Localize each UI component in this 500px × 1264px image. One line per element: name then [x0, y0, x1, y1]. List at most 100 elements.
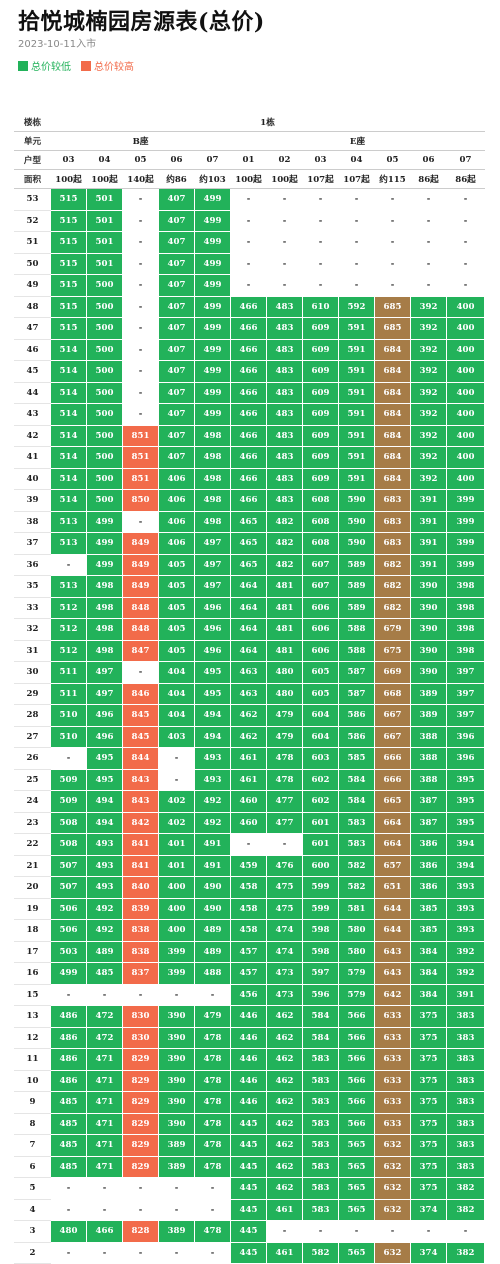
price-cell: 482: [266, 553, 303, 576]
price-cell: 501: [86, 231, 123, 254]
price-cell: 566: [338, 1091, 375, 1114]
table-row: 52 515 501-407 499- - - - - - -: [14, 209, 486, 232]
price-cell: 457: [230, 940, 267, 963]
price-cell: -: [338, 231, 375, 254]
price-cell: 395: [445, 811, 486, 834]
price-cell: 501: [86, 209, 123, 232]
price-cell: 407: [158, 209, 195, 232]
price-cell: 404: [158, 704, 195, 727]
price-cell: -: [158, 1241, 195, 1264]
price-cell: 590: [338, 489, 375, 512]
price-cell: 498: [194, 446, 231, 469]
price-cell: 390: [158, 1026, 195, 1049]
price-cell: 478: [194, 1091, 231, 1114]
price-cell: 499: [86, 532, 123, 555]
floor-label: 22: [14, 833, 51, 856]
type-header: 05: [122, 150, 159, 170]
table-row: 13 486 472 830 390 479 446 462 584 566 633 375 383: [14, 1005, 486, 1028]
price-cell: 506: [50, 897, 87, 920]
price-cell: 446: [230, 1069, 267, 1092]
price-cell: 829: [122, 1048, 159, 1071]
price-cell: 685: [374, 295, 411, 318]
price-cell: 501: [86, 252, 123, 275]
price-cell: -: [338, 252, 375, 275]
price-cell: 496: [194, 618, 231, 641]
price-cell: -: [266, 252, 303, 275]
price-cell: 479: [194, 1005, 231, 1028]
price-cell: -: [374, 252, 411, 275]
price-cell: -: [445, 188, 486, 211]
price-cell: 400: [445, 403, 486, 426]
price-cell: 446: [230, 1026, 267, 1049]
price-cell: 607: [302, 575, 339, 598]
price-cell: 511: [50, 661, 87, 684]
price-cell: 493: [86, 854, 123, 877]
price-cell: 480: [266, 661, 303, 684]
unit-row: 单元 B座 E座: [14, 131, 486, 151]
price-cell: -: [266, 188, 303, 211]
price-cell: -: [266, 1220, 303, 1243]
area-header: 107起: [302, 169, 339, 189]
price-cell: 390: [410, 639, 447, 662]
price-cell: -: [230, 274, 267, 297]
price-cell: 580: [338, 940, 375, 963]
price-cell: 461: [266, 1241, 303, 1264]
table-row: 36-499 849 405 497 465 482 607 589 682 391 399: [14, 553, 486, 576]
price-cell: 495: [86, 747, 123, 770]
price-cell: 851: [122, 467, 159, 490]
price-cell: 483: [266, 381, 303, 404]
price-cell: 500: [86, 317, 123, 340]
area-header: 100起: [50, 169, 87, 189]
price-cell: -: [445, 252, 486, 275]
type-header: 04: [86, 150, 123, 170]
price-cell: 509: [50, 790, 87, 813]
price-cell: -: [194, 1177, 231, 1200]
price-cell: 579: [338, 962, 375, 985]
price-cell: 462: [230, 704, 267, 727]
price-cell: 498: [86, 596, 123, 619]
price-cell: 606: [302, 639, 339, 662]
area-header: 100起: [230, 169, 267, 189]
table-row: 37 513 499 849 406 497 465 482 608 590 683 391 399: [14, 532, 486, 555]
price-cell: -: [50, 983, 87, 1006]
price-cell: 495: [86, 768, 123, 791]
price-cell: 604: [302, 725, 339, 748]
price-cell: 464: [230, 575, 267, 598]
price-cell: 642: [374, 983, 411, 1006]
price-cell: 515: [50, 252, 87, 275]
price-cell: 497: [86, 682, 123, 705]
price-cell: 473: [266, 983, 303, 1006]
floor-label: 27: [14, 725, 51, 748]
price-cell: 506: [50, 919, 87, 942]
price-cell: 493: [194, 768, 231, 791]
price-cell: 458: [230, 919, 267, 942]
price-cell: -: [86, 983, 123, 1006]
price-cell: 851: [122, 446, 159, 469]
price-cell: 583: [302, 1155, 339, 1178]
price-cell: 375: [410, 1069, 447, 1092]
price-cell: 500: [86, 274, 123, 297]
type-label: 户型: [14, 150, 51, 170]
floor-label: 53: [14, 188, 51, 211]
price-cell: 496: [86, 704, 123, 727]
price-cell: 841: [122, 854, 159, 877]
price-cell: 445: [230, 1155, 267, 1178]
price-cell: -: [122, 231, 159, 254]
price-cell: 669: [374, 661, 411, 684]
area-header: 100起: [86, 169, 123, 189]
floor-label: 45: [14, 360, 51, 383]
price-cell: 407: [158, 446, 195, 469]
price-cell: 591: [338, 317, 375, 340]
price-cell: 483: [266, 446, 303, 469]
price-cell: 466: [230, 295, 267, 318]
price-cell: 515: [50, 188, 87, 211]
price-cell: 848: [122, 596, 159, 619]
price-cell: 471: [86, 1134, 123, 1157]
floor-label: 5: [14, 1177, 51, 1200]
price-cell: 829: [122, 1134, 159, 1157]
price-cell: 829: [122, 1155, 159, 1178]
price-cell: -: [50, 553, 87, 576]
price-cell: 445: [230, 1134, 267, 1157]
table-row: 7 485 471 829 389 478 445 462 583 565 632 375 383: [14, 1134, 486, 1157]
unit-header: E座: [229, 131, 486, 151]
